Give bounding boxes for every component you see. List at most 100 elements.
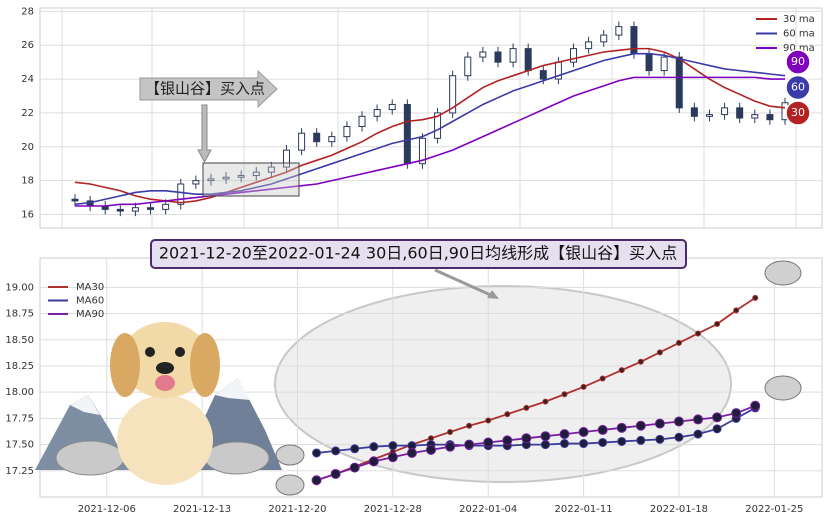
y-tick-label: 18.50 bbox=[5, 335, 34, 346]
ma-point bbox=[733, 307, 740, 314]
badge-label: 30 bbox=[791, 106, 805, 119]
dog-body bbox=[117, 395, 213, 485]
legend-label: 60 ma bbox=[783, 29, 815, 40]
ma-point bbox=[616, 422, 627, 433]
ma-point bbox=[597, 424, 608, 435]
ma-point bbox=[637, 358, 644, 365]
ma-point bbox=[636, 435, 646, 445]
candle-body bbox=[736, 107, 744, 119]
badge-label: 60 bbox=[791, 81, 805, 94]
x-tick-label: 2021-12-06 bbox=[78, 504, 136, 515]
badge bbox=[785, 74, 811, 101]
ma-point bbox=[447, 429, 454, 436]
candle-body bbox=[71, 198, 79, 202]
dog-ear bbox=[190, 333, 220, 397]
candle-body bbox=[373, 109, 381, 117]
candle-body bbox=[131, 207, 139, 212]
y-tick-label: 16 bbox=[21, 209, 34, 220]
ma-point bbox=[428, 435, 434, 442]
highlight-ellipse bbox=[274, 285, 732, 483]
ma-line bbox=[75, 76, 785, 207]
dog-nose bbox=[156, 362, 174, 374]
candle-body bbox=[570, 48, 578, 63]
legend-label: 90 ma bbox=[783, 43, 815, 54]
candle-body bbox=[252, 171, 260, 177]
ma-point bbox=[445, 441, 456, 452]
banner-box bbox=[150, 239, 687, 269]
dog-head bbox=[121, 322, 209, 398]
ma-point bbox=[426, 444, 436, 455]
ma-point bbox=[579, 439, 589, 449]
ma-line bbox=[74, 47, 786, 204]
x-tick-label: 2022-01-18 bbox=[650, 504, 708, 515]
candle-body bbox=[358, 115, 366, 127]
ma-point bbox=[561, 391, 568, 398]
candle-body bbox=[313, 132, 321, 143]
ma-point bbox=[712, 424, 722, 434]
ma-point bbox=[656, 349, 663, 356]
annotation-arrow bbox=[139, 69, 278, 109]
x-tick-label: 2022-01-11 bbox=[555, 504, 613, 515]
candle-body bbox=[705, 114, 713, 117]
candle-body bbox=[751, 114, 759, 119]
banner-arrow-head bbox=[487, 290, 499, 299]
ma-point bbox=[350, 444, 360, 454]
candle-body bbox=[675, 56, 683, 109]
ma-point bbox=[714, 321, 721, 328]
legend-label: 30 ma bbox=[783, 14, 815, 25]
ma-point bbox=[311, 475, 322, 486]
highlight-box bbox=[202, 162, 300, 197]
candle-body bbox=[222, 176, 230, 180]
ma-point bbox=[693, 414, 704, 425]
y-tick-label: 26 bbox=[21, 40, 34, 51]
y-tick-label: 19.00 bbox=[5, 282, 34, 293]
candle-body bbox=[464, 56, 472, 77]
ma-point bbox=[406, 447, 417, 458]
annotation: 【银山谷】买入点 bbox=[145, 80, 265, 98]
ma-point bbox=[521, 433, 532, 444]
y-tick-label: 20 bbox=[21, 142, 34, 153]
candle-body bbox=[615, 26, 623, 36]
ma-point bbox=[388, 441, 398, 451]
y-tick-label: 17.75 bbox=[5, 413, 34, 424]
ma-point bbox=[731, 408, 742, 419]
y-tick-label: 18.00 bbox=[5, 387, 34, 398]
silver-ingot bbox=[764, 375, 802, 401]
ma-point bbox=[617, 436, 627, 446]
candle-body bbox=[403, 103, 411, 165]
pointer-arrow bbox=[197, 104, 212, 164]
candle-body bbox=[282, 149, 290, 168]
mountain-snow bbox=[215, 378, 250, 400]
candle-body bbox=[494, 51, 502, 63]
ma-line bbox=[74, 52, 786, 206]
candle-body bbox=[721, 107, 729, 116]
ma-point bbox=[673, 416, 684, 427]
ma-point bbox=[618, 367, 625, 374]
badge-label: 90 bbox=[791, 55, 805, 68]
candle-body bbox=[585, 41, 593, 50]
ma-point bbox=[312, 448, 322, 458]
candle-body bbox=[267, 166, 275, 173]
labels: 【银山谷】买入点 2021-12-20至2022-01-24 30日,60日,9… bbox=[145, 80, 677, 263]
ma-point bbox=[504, 411, 511, 418]
y-tick-label: 18.75 bbox=[5, 309, 34, 320]
silver-ingot bbox=[55, 440, 125, 476]
ma-point bbox=[368, 456, 379, 467]
candle-body bbox=[116, 208, 124, 212]
ma-point bbox=[578, 427, 589, 438]
x-tick-label: 2021-12-20 bbox=[268, 504, 326, 515]
candle-body bbox=[147, 207, 155, 210]
candle-body bbox=[434, 112, 442, 139]
dog-tongue bbox=[155, 375, 175, 391]
ma-point bbox=[712, 412, 723, 423]
ma-point bbox=[559, 429, 570, 440]
candle-body bbox=[539, 70, 547, 80]
candle-body bbox=[645, 53, 653, 72]
y-tick-label: 17.25 bbox=[5, 466, 34, 477]
candle-body bbox=[509, 48, 517, 63]
ma-point bbox=[540, 431, 551, 442]
banner-title: 2021-12-20至2022-01-24 30日,60日,90日均线形成【银山… bbox=[159, 244, 677, 263]
mountain-snow bbox=[70, 395, 100, 415]
candle-body bbox=[479, 51, 487, 58]
